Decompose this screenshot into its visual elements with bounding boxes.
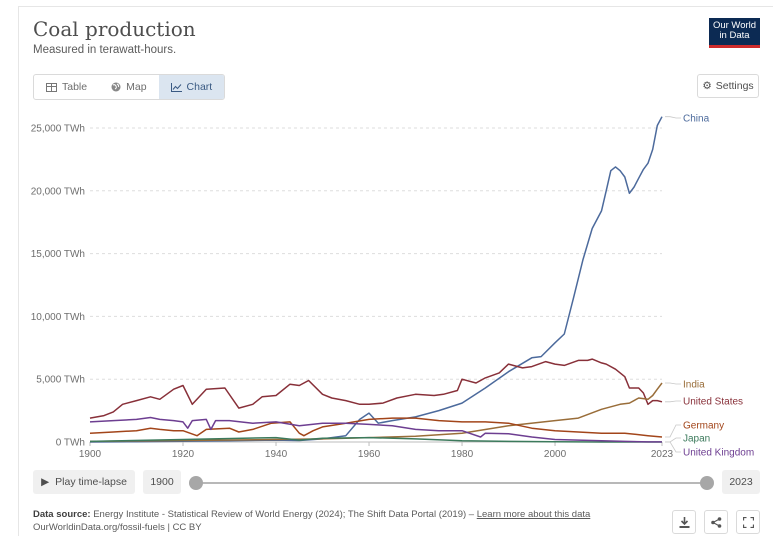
table-icon bbox=[46, 82, 57, 92]
tab-chart-label: Chart bbox=[186, 81, 213, 93]
y-tick-label: 0 TWh bbox=[56, 438, 85, 449]
line-chart-icon bbox=[170, 82, 182, 92]
view-tabs: Table Map Chart bbox=[33, 74, 226, 100]
line-chart: 0 TWh 5,000 TWh 10,000 TWh 15,000 TWh 20,000… bbox=[31, 114, 754, 461]
x-tick-label: 1960 bbox=[358, 449, 381, 460]
legend-connector bbox=[665, 382, 681, 385]
x-tick-label: 1900 bbox=[79, 449, 102, 460]
timeline-start-handle[interactable] bbox=[189, 476, 203, 490]
y-tick-label: 15,000 TWh bbox=[31, 249, 85, 260]
legend-connector bbox=[665, 400, 681, 403]
series-label: United States bbox=[683, 397, 743, 408]
y-tick-label: 20,000 TWh bbox=[31, 186, 85, 197]
y-tick-label: 10,000 TWh bbox=[31, 312, 85, 323]
share-button[interactable] bbox=[704, 510, 728, 534]
download-icon bbox=[679, 516, 689, 528]
learn-more-link[interactable]: Learn more about this data bbox=[476, 509, 591, 520]
globe-icon bbox=[111, 82, 121, 92]
data-source-text: Energy Institute - Statistical Review of… bbox=[93, 509, 475, 520]
series-label: United Kingdom bbox=[683, 448, 754, 459]
tab-chart[interactable]: Chart bbox=[158, 75, 225, 99]
share-icon bbox=[710, 516, 721, 528]
play-icon: ▶ bbox=[41, 476, 50, 488]
fullscreen-button[interactable] bbox=[736, 510, 760, 534]
fullscreen-icon bbox=[742, 516, 754, 528]
y-tick-label: 5,000 TWh bbox=[36, 375, 85, 386]
settings-label: Settings bbox=[715, 80, 754, 92]
series-label: China bbox=[683, 114, 710, 125]
chart-title: Coal production bbox=[33, 17, 196, 41]
tab-map-label: Map bbox=[126, 81, 147, 93]
legend-connector bbox=[665, 424, 681, 438]
timeline-track[interactable] bbox=[196, 482, 707, 484]
play-timelapse-button[interactable]: ▶ Play time-lapse bbox=[33, 470, 135, 494]
tab-table-label: Table bbox=[62, 81, 88, 93]
series-line bbox=[89, 417, 663, 438]
x-tick-label: 1980 bbox=[451, 449, 474, 460]
legend-connector bbox=[665, 437, 681, 443]
series-line bbox=[89, 382, 663, 443]
x-tick-label: 2000 bbox=[544, 449, 567, 460]
tab-table[interactable]: Table bbox=[34, 75, 99, 99]
chart-frame bbox=[18, 6, 773, 536]
y-tick-label: 25,000 TWh bbox=[31, 124, 85, 135]
x-tick-label: 1920 bbox=[172, 449, 195, 460]
start-year-box[interactable]: 1900 bbox=[143, 470, 181, 494]
chart-subtitle: Measured in terawatt-hours. bbox=[33, 44, 177, 56]
end-year-box[interactable]: 2023 bbox=[722, 470, 760, 494]
download-button[interactable] bbox=[672, 510, 696, 534]
x-tick-label: 1940 bbox=[265, 449, 288, 460]
owid-logo[interactable]: Our World in Data bbox=[709, 18, 760, 48]
settings-button[interactable]: ⚙ Settings bbox=[697, 74, 759, 98]
series-label: Germany bbox=[683, 421, 724, 432]
x-tick-label: 2023 bbox=[651, 449, 674, 460]
series-line bbox=[89, 116, 663, 443]
series-label: Japan bbox=[683, 434, 710, 445]
series-line bbox=[89, 416, 662, 443]
timeline-end-handle[interactable] bbox=[700, 476, 714, 490]
url-license[interactable]: OurWorldinData.org/fossil-fuels | CC BY bbox=[33, 522, 202, 533]
play-label: Play time-lapse bbox=[55, 476, 127, 488]
data-source-label: Data source: bbox=[33, 509, 91, 520]
series-label: India bbox=[683, 380, 705, 391]
gear-icon: ⚙ bbox=[702, 80, 712, 92]
series-line bbox=[89, 358, 663, 419]
legend-connector bbox=[665, 441, 681, 453]
data-source-line: Data source: Energy Institute - Statisti… bbox=[33, 509, 590, 520]
series-line bbox=[89, 436, 662, 443]
tab-map[interactable]: Map bbox=[99, 75, 158, 99]
legend-connector bbox=[665, 116, 681, 119]
